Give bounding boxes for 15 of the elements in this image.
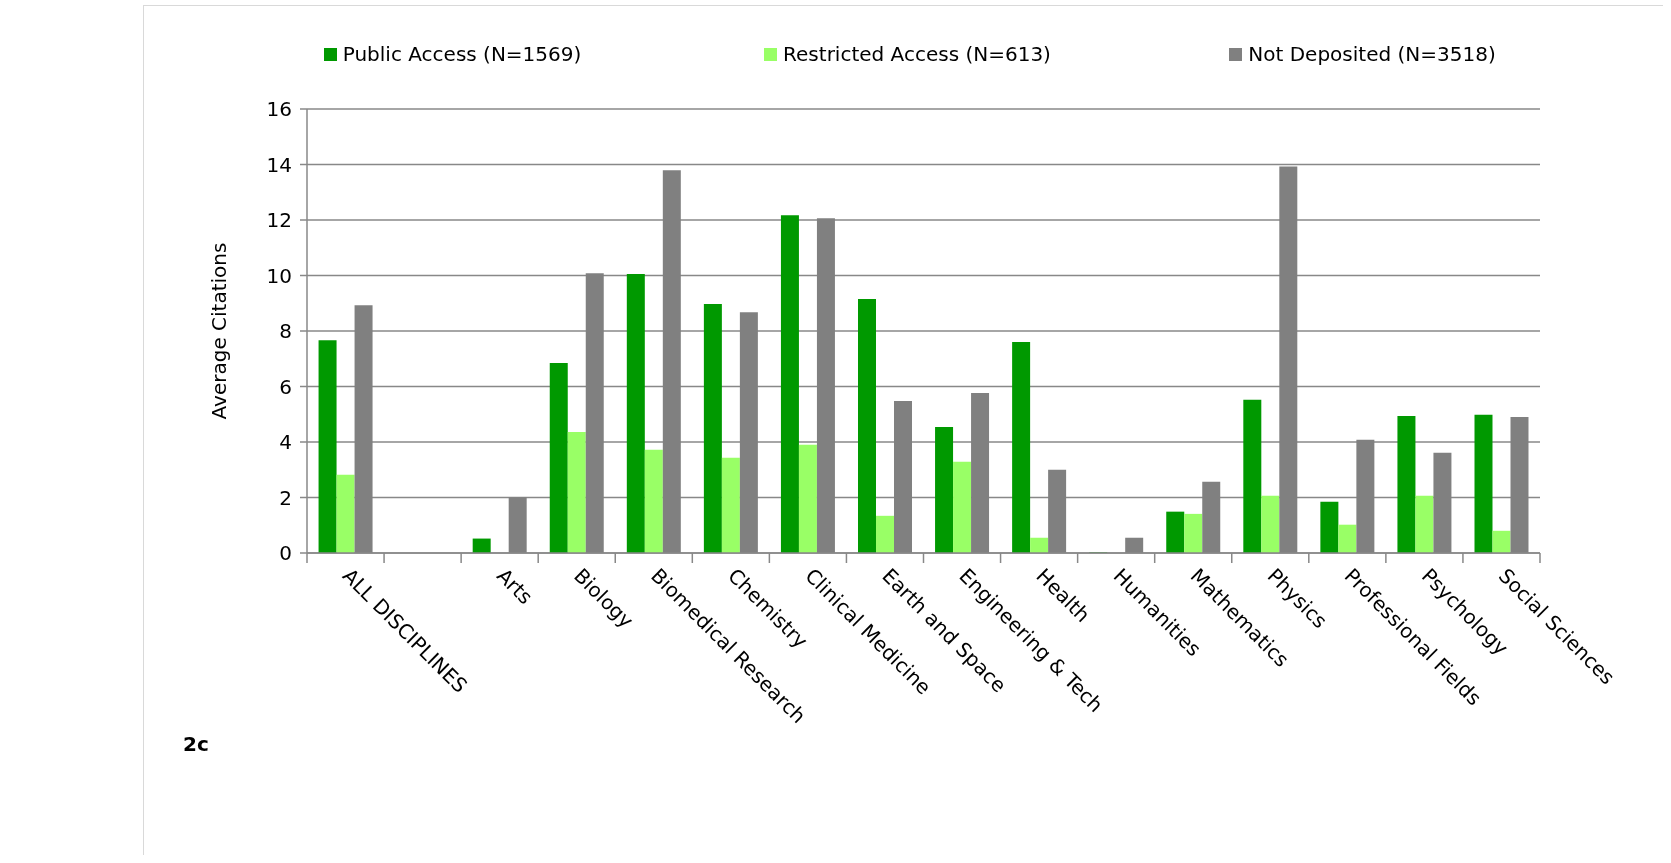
y-tick-label: 6 [279,374,292,399]
y-tick-label: 8 [279,319,292,344]
x-tick-label: Arts [492,563,538,609]
legend-label: Not Deposited (N=3518) [1248,42,1496,66]
y-tick-label: 14 [266,152,292,177]
y-tick-label: 0 [279,541,292,566]
y-tick-label: 12 [266,208,292,233]
y-axis-title: Average Citations [207,242,232,420]
y-tick-label: 2 [279,485,292,510]
y-tick-label: 16 [266,97,292,122]
legend-label: Restricted Access (N=613) [783,42,1051,66]
text: 2c [183,732,209,756]
legend-label: Public Access (N=1569) [342,42,582,66]
y-tick-label: 10 [266,263,292,288]
y-tick-label: 4 [279,430,292,455]
